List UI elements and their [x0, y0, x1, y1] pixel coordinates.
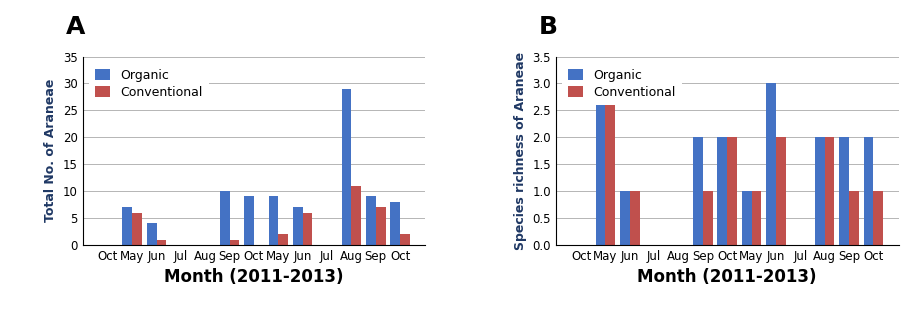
Y-axis label: Species richness of Araneae: Species richness of Araneae: [514, 52, 526, 250]
Bar: [864, 137, 873, 245]
Bar: [630, 191, 639, 245]
Bar: [351, 186, 361, 245]
Bar: [605, 84, 615, 245]
X-axis label: Month (2011-2013): Month (2011-2013): [637, 268, 817, 286]
Bar: [839, 137, 849, 245]
Bar: [752, 191, 761, 245]
Bar: [303, 213, 313, 245]
Bar: [873, 191, 883, 245]
Bar: [702, 191, 713, 245]
Bar: [132, 213, 142, 245]
Bar: [376, 207, 385, 245]
Bar: [815, 137, 824, 245]
Text: A: A: [65, 15, 84, 39]
Bar: [824, 137, 834, 245]
Bar: [229, 240, 239, 245]
Legend: Organic, Conventional: Organic, Conventional: [562, 63, 682, 105]
Bar: [693, 137, 702, 245]
Bar: [157, 240, 166, 245]
Bar: [620, 191, 630, 245]
Bar: [269, 197, 279, 245]
Bar: [279, 234, 288, 245]
Bar: [366, 197, 376, 245]
Bar: [717, 137, 727, 245]
X-axis label: Month (2011-2013): Month (2011-2013): [164, 268, 344, 286]
Bar: [220, 191, 229, 245]
Bar: [147, 223, 157, 245]
Text: B: B: [538, 15, 558, 39]
Legend: Organic, Conventional: Organic, Conventional: [89, 63, 209, 105]
Bar: [767, 84, 776, 245]
Bar: [391, 202, 400, 245]
Bar: [849, 191, 858, 245]
Bar: [293, 207, 303, 245]
Bar: [400, 234, 410, 245]
Bar: [123, 207, 132, 245]
Y-axis label: Total No. of Araneae: Total No. of Araneae: [44, 79, 57, 222]
Bar: [727, 137, 737, 245]
Bar: [244, 197, 254, 245]
Bar: [596, 84, 605, 245]
Bar: [342, 89, 351, 245]
Bar: [742, 191, 752, 245]
Bar: [776, 137, 786, 245]
